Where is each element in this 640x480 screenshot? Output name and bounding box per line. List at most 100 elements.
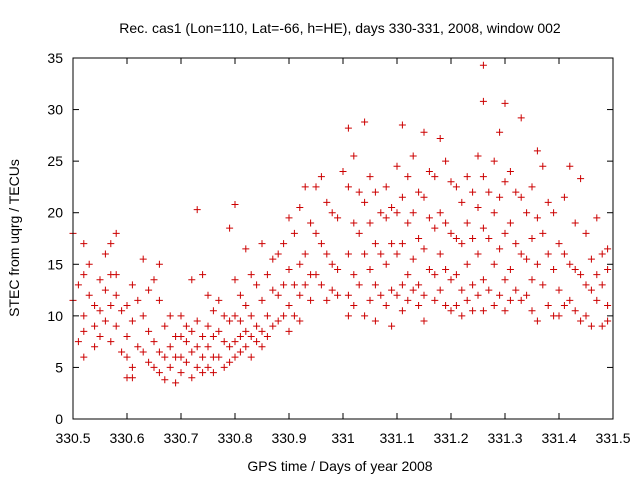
data-point-208 — [398, 193, 406, 201]
data-point-15 — [96, 307, 104, 315]
data-point-302 — [523, 255, 531, 263]
data-point-328 — [566, 260, 574, 268]
x-tick-label-4: 330.9 — [271, 430, 306, 446]
data-point-81 — [204, 291, 212, 299]
data-point-288 — [501, 276, 509, 284]
data-point-12 — [91, 302, 99, 310]
data-point-243 — [442, 302, 450, 310]
data-point-200 — [388, 240, 396, 248]
data-point-153 — [312, 229, 320, 237]
data-point-149 — [307, 219, 315, 227]
data-point-218 — [409, 255, 417, 263]
data-point-192 — [377, 209, 385, 217]
data-point-163 — [328, 286, 336, 294]
x-tick-label-10: 331.5 — [595, 430, 630, 446]
data-point-40 — [139, 255, 147, 263]
data-point-144 — [296, 291, 304, 299]
data-point-238 — [436, 250, 444, 258]
data-point-152 — [312, 183, 320, 191]
data-point-215 — [404, 296, 412, 304]
data-point-137 — [285, 302, 293, 310]
x-tick-label-8: 331.3 — [487, 430, 522, 446]
data-point-156 — [317, 240, 325, 248]
data-point-107 — [236, 348, 244, 356]
data-point-242 — [442, 265, 450, 273]
data-point-314 — [539, 281, 547, 289]
data-point-76 — [193, 363, 201, 371]
data-point-9 — [85, 260, 93, 268]
data-point-193 — [377, 250, 385, 258]
data-point-165 — [334, 265, 342, 273]
data-point-145 — [296, 317, 304, 325]
data-point-91 — [215, 353, 223, 361]
data-point-155 — [317, 173, 325, 181]
data-point-20 — [107, 240, 115, 248]
data-point-148 — [301, 281, 309, 289]
data-point-278 — [490, 209, 498, 217]
data-point-151 — [307, 296, 315, 304]
data-point-92 — [220, 312, 228, 320]
data-point-101 — [231, 312, 239, 320]
data-point-277 — [490, 157, 498, 165]
data-point-251 — [452, 302, 460, 310]
data-point-181 — [361, 198, 369, 206]
data-point-30 — [123, 302, 131, 310]
data-point-102 — [231, 338, 239, 346]
data-point-24 — [112, 229, 120, 237]
data-point-304 — [528, 183, 536, 191]
data-point-94 — [220, 363, 228, 371]
data-point-308 — [533, 147, 541, 155]
data-point-258 — [463, 260, 471, 268]
data-point-222 — [415, 281, 423, 289]
data-point-35 — [128, 317, 136, 325]
data-point-77 — [199, 271, 207, 279]
data-point-279 — [490, 260, 498, 268]
data-point-297 — [517, 114, 525, 122]
data-point-351 — [604, 317, 612, 325]
data-point-231 — [425, 265, 433, 273]
data-point-323 — [555, 312, 563, 320]
data-point-43 — [145, 286, 153, 294]
data-point-136 — [285, 265, 293, 273]
data-point-113 — [247, 312, 255, 320]
data-point-280 — [490, 302, 498, 310]
data-point-335 — [577, 317, 585, 325]
data-point-139 — [290, 229, 298, 237]
data-point-206 — [393, 291, 401, 299]
data-point-340 — [587, 286, 595, 294]
data-point-80 — [199, 369, 207, 377]
data-point-32 — [123, 353, 131, 361]
data-point-17 — [101, 250, 109, 258]
data-point-159 — [323, 250, 331, 258]
data-point-191 — [371, 317, 379, 325]
data-point-38 — [134, 296, 142, 304]
data-point-70 — [188, 327, 196, 335]
data-point-234 — [431, 271, 439, 279]
data-point-216 — [409, 152, 417, 160]
data-point-249 — [452, 235, 460, 242]
data-point-210 — [398, 281, 406, 289]
x-axis-label: GPS time / Days of year 2008 — [247, 458, 432, 474]
data-point-47 — [150, 338, 158, 346]
data-point-244 — [447, 178, 455, 186]
y-tick-label-6: 30 — [47, 102, 63, 118]
data-point-282 — [496, 193, 504, 201]
data-point-128 — [269, 322, 277, 330]
data-point-112 — [247, 271, 255, 279]
data-point-58 — [166, 363, 174, 371]
data-point-90 — [215, 327, 223, 335]
data-point-119 — [258, 240, 266, 248]
data-point-122 — [258, 343, 266, 351]
data-point-64 — [177, 353, 185, 361]
data-point-246 — [447, 276, 455, 284]
data-point-339 — [587, 255, 595, 263]
data-point-345 — [598, 250, 606, 258]
data-point-50 — [155, 296, 163, 304]
data-point-255 — [458, 312, 466, 320]
y-axis-label: STEC from uqrg / TECUs — [6, 159, 22, 317]
data-point-252 — [458, 198, 466, 206]
data-point-229 — [425, 167, 433, 175]
data-point-201 — [388, 286, 396, 294]
data-point-23 — [107, 338, 115, 346]
data-point-217 — [409, 209, 417, 217]
